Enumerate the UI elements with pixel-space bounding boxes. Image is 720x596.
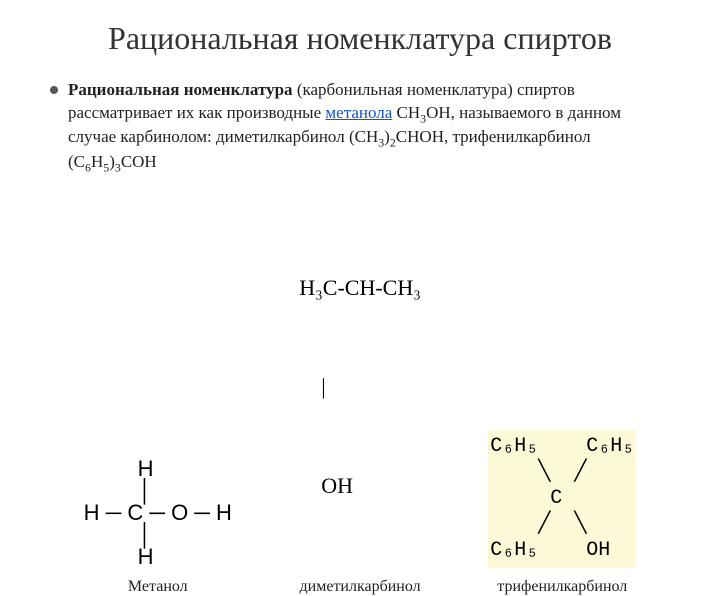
- methanol-structure: H │ H ─ C ─ O ─ H │ H Метанол: [84, 458, 232, 596]
- slide-title: Рациональная номенклатура спиртов: [40, 20, 680, 57]
- d-r1: H₃C-CH-CH₃: [299, 271, 421, 304]
- t-l2a: C₆H₅: [490, 539, 538, 562]
- p-part6: Н: [91, 152, 103, 171]
- m-r3: H ─ C ─ O ─ H: [84, 502, 232, 524]
- t-s2: ╱: [574, 461, 586, 484]
- bullet-paragraph: Рациональная номенклатура (карбонильная …: [40, 79, 680, 175]
- m-r2: │: [84, 480, 232, 502]
- triphenyl-diagram: C₆H₅ C₆H₅ ╲ ╱ C ╱ ╲ C₆H₅ OH: [488, 430, 636, 568]
- structures-row: H │ H ─ C ─ O ─ H │ H Метанол H₃C-CH-CH₃…: [40, 205, 680, 596]
- methanol-diagram: H │ H ─ C ─ O ─ H │ H: [84, 458, 232, 568]
- bullet-dot-icon: [50, 86, 58, 94]
- d-r3: OH: [299, 469, 421, 502]
- triphenyl-structure: C₆H₅ C₆H₅ ╲ ╱ C ╱ ╲ C₆H₅ OH трифенилкарб…: [488, 430, 636, 596]
- p-part8: СОН: [121, 152, 157, 171]
- m-r5: H: [84, 546, 232, 568]
- dimethyl-caption: диметилкарбинол: [300, 578, 421, 596]
- t-mid: C: [550, 487, 562, 510]
- triphenyl-caption: трифенилкарбинол: [497, 578, 627, 596]
- t-l2b: OH: [586, 539, 610, 562]
- m-r1: H: [84, 458, 232, 480]
- d-r2: |: [299, 370, 421, 403]
- lead-bold: Рациональная номенклатура: [68, 80, 293, 99]
- p-part2: СН: [392, 103, 420, 122]
- t-l1b: C₆H₅: [586, 435, 634, 458]
- methanol-link[interactable]: метанола: [325, 103, 392, 122]
- t-s3: ╱: [538, 513, 550, 536]
- methanol-caption: Метанол: [128, 578, 188, 596]
- t-s4: ╲: [574, 513, 586, 536]
- dimethyl-structure: H₃C-CH-CH₃ | OH диметилкарбинол: [299, 205, 421, 596]
- m-r4: │: [84, 524, 232, 546]
- paragraph-text: Рациональная номенклатура (карбонильная …: [68, 79, 670, 175]
- t-l1a: C₆H₅: [490, 435, 538, 458]
- t-s1: ╲: [538, 461, 550, 484]
- dimethyl-diagram: H₃C-CH-CH₃ | OH: [299, 205, 421, 568]
